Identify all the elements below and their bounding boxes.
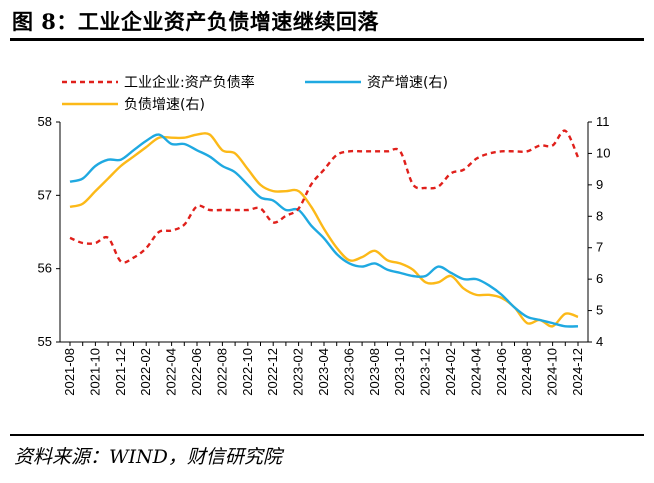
x-tick-label: 2023-06 [341,348,356,396]
x-tick-label: 2024-08 [519,348,534,396]
x-tick-label: 2022-08 [214,348,229,396]
figure-title: 图 8：工业企业资产负债增速继续回落 [12,9,379,34]
y-left-tick-label: 55 [38,334,52,349]
x-tick-label: 2023-10 [392,348,407,396]
series-line-1 [69,133,579,328]
x-tick-label: 2023-08 [367,348,382,396]
x-tick-label: 2021-10 [87,348,102,396]
series-line-0 [69,129,580,264]
x-tick-label: 2024-10 [545,348,560,396]
top-rule [10,38,644,41]
x-tick-label: 2023-12 [418,348,433,396]
x-tick-label: 2022-10 [240,348,255,396]
y-left-tick-label: 58 [38,114,52,129]
legend-label-0: 工业企业:资产负债率 [124,74,255,91]
x-tick-label: 2022-04 [164,348,179,396]
y-left-tick-label: 56 [38,261,52,276]
x-tick-label: 2023-02 [291,348,306,396]
x-tick-label: 2021-12 [113,348,128,396]
x-tick-label: 2021-08 [62,348,77,396]
y-right-tick-label: 4 [596,334,603,349]
x-tick-label: 2022-06 [189,348,204,396]
x-tick-label: 2024-02 [443,348,458,396]
x-tick-label: 2022-02 [138,348,153,396]
legend: 工业企业:资产负债率 资产增速(右) 负债增速(右) [62,74,448,113]
chart-lines [69,129,580,328]
y-right-tick-label: 8 [596,208,603,223]
y-right-tick-label: 11 [596,114,610,129]
series-line-2 [69,132,579,328]
bottom-rule [10,434,644,436]
y-right-tick-label: 7 [596,240,603,255]
legend-label-1: 资产增速(右) [367,75,448,91]
x-tick-label: 2023-04 [316,348,331,396]
x-tick-label: 2024-04 [468,348,483,396]
y-right-tick-label: 5 [596,303,603,318]
x-tick-label: 2024-06 [494,348,509,396]
y-right-tick-label: 10 [596,145,610,160]
y-right-tick-label: 9 [596,177,603,192]
y-right-tick-label: 6 [596,271,603,286]
y-left-tick-label: 57 [38,187,52,202]
source-note: 资料来源：WIND，财信研究院 [14,446,282,468]
legend-label-2: 负债增速(右) [124,97,205,113]
x-tick-label: 2024-12 [570,348,585,396]
x-tick-label: 2022-12 [265,348,280,396]
